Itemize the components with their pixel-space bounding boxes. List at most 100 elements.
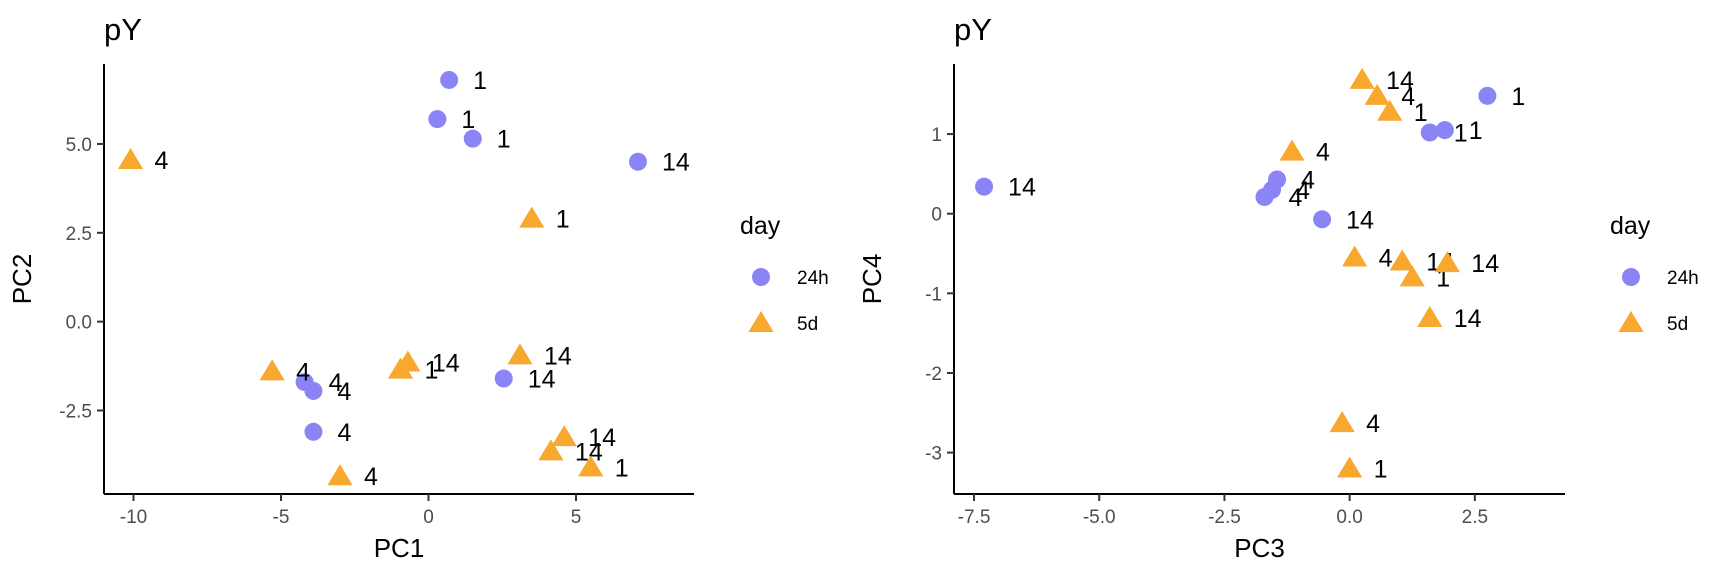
point-label: 1 — [424, 357, 438, 385]
y-tick-label: 2.5 — [66, 224, 92, 245]
data-point-5d — [1349, 67, 1375, 89]
point-label: 4 — [1401, 83, 1415, 111]
point-label: 4 — [329, 369, 343, 397]
legend-key-5d — [1618, 311, 1644, 332]
legend-key-24h — [752, 268, 770, 286]
point-label: 1 — [556, 206, 570, 234]
data-point-24h — [440, 70, 459, 89]
y-tick-label: 5.0 — [66, 135, 92, 156]
data-point-5d — [1342, 245, 1368, 267]
x-tick-label: 0.0 — [1336, 507, 1362, 528]
data-point-5d — [259, 359, 285, 381]
point-label: 14 — [1386, 67, 1414, 95]
point-label: 4 — [1366, 410, 1380, 438]
point-label: 4 — [1301, 166, 1315, 194]
data-point-24h — [628, 152, 647, 171]
point-label: 4 — [1296, 177, 1310, 205]
legend-key-24h — [1622, 268, 1640, 286]
point-label: 4 — [364, 463, 378, 491]
chart-title: pY — [104, 12, 142, 47]
legend-label-5d: 5d — [1667, 314, 1688, 335]
point-label: 14 — [662, 149, 690, 177]
legend: day 24h 5d — [740, 212, 829, 335]
data-point-5d — [1399, 265, 1425, 287]
point-label: 1 — [473, 67, 487, 95]
chart-title: pY — [954, 12, 992, 47]
x-tick-label: 5 — [571, 507, 582, 528]
data-point-24h — [304, 422, 323, 441]
point-label: 1 — [1454, 119, 1468, 147]
legend-label-24h: 24h — [1667, 268, 1699, 289]
point-label: 4 — [1316, 139, 1330, 167]
x-axis-title: PC3 — [1234, 533, 1285, 563]
data-point-24h — [1420, 123, 1439, 142]
y-tick-label: -2 — [925, 364, 942, 385]
data-point-5d — [1279, 139, 1305, 161]
point-label: 14 — [1454, 305, 1482, 333]
data-point-5d — [1434, 251, 1460, 273]
y-tick-label: 1 — [931, 125, 942, 146]
x-tick-label: -2.5 — [1208, 507, 1241, 528]
data-point-5d — [519, 206, 545, 228]
data-point-24h — [304, 381, 323, 400]
x-tick-label: -10 — [120, 507, 147, 528]
data-point-24h — [975, 177, 994, 196]
data-point-5d — [1337, 456, 1363, 478]
data-point-24h — [494, 369, 513, 388]
x-tick-label: 2.5 — [1462, 507, 1488, 528]
point-label: 1 — [1511, 83, 1525, 111]
data-point-5d — [551, 425, 577, 447]
point-label: 1 — [1469, 117, 1483, 145]
point-label: 4 — [296, 358, 310, 386]
data-point-5d — [1377, 99, 1403, 121]
point-label: 4 — [337, 378, 351, 406]
data-point-24h — [428, 110, 447, 129]
point-label: 14 — [544, 342, 572, 370]
point-label: 1 — [1414, 99, 1428, 127]
y-tick-label: 0 — [931, 205, 942, 226]
y-axis-title: PC2 — [7, 254, 37, 305]
x-tick-label: -5 — [273, 507, 290, 528]
point-label: 14 — [1008, 174, 1036, 202]
data-point-5d — [1417, 306, 1443, 328]
x-tick-label: -5.0 — [1083, 507, 1116, 528]
point-label: 4 — [155, 147, 169, 175]
x-axis-title: PC1 — [374, 533, 425, 563]
data-point-24h — [1435, 121, 1454, 140]
data-point-24h — [1478, 86, 1497, 105]
y-tick-label: 0.0 — [66, 313, 92, 334]
data-point-5d — [1364, 83, 1390, 105]
x-tick-label: 0 — [423, 507, 434, 528]
data-point-5d — [538, 439, 564, 461]
point-label: 4 — [337, 419, 351, 447]
legend-label-24h: 24h — [797, 268, 829, 289]
point-label: 1 — [615, 454, 629, 482]
data-point-5d — [387, 357, 414, 379]
point-label: 14 — [432, 350, 460, 378]
y-tick-label: -1 — [925, 284, 942, 305]
data-point-5d — [578, 455, 604, 477]
point-label: 1 — [1374, 456, 1388, 484]
data-point-5d — [117, 147, 144, 169]
point-label: 14 — [588, 424, 616, 452]
point-label: 14 — [1471, 250, 1499, 278]
data-point-24h — [1255, 187, 1274, 206]
legend-label-5d: 5d — [797, 314, 818, 335]
data-point-5d — [1389, 249, 1415, 271]
point-label: 14 — [528, 366, 556, 394]
data-point-5d — [1329, 411, 1355, 433]
legend-key-5d — [748, 311, 774, 332]
y-tick-label: -2.5 — [59, 401, 92, 422]
point-label: 4 — [1289, 184, 1303, 212]
data-point-24h — [463, 129, 482, 148]
point-label: 4 — [1379, 245, 1393, 273]
point-label: 1 — [497, 126, 511, 154]
data-point-24h — [1313, 210, 1332, 229]
data-point-5d — [327, 464, 353, 486]
legend: day 24h 5d — [1610, 212, 1699, 335]
legend-title: day — [740, 212, 781, 240]
x-tick-label: -7.5 — [958, 507, 991, 528]
point-label: 14 — [1346, 206, 1374, 234]
